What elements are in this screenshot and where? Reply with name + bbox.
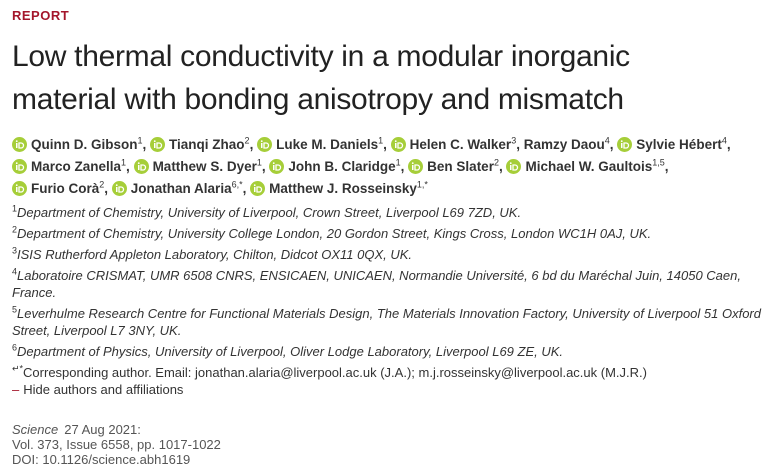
author-affiliation: 2: [493, 157, 499, 168]
journal: Science: [12, 422, 59, 437]
author: Helen C. Walker3: [390, 135, 524, 152]
author-affiliation: 2: [244, 135, 250, 146]
affiliation: 4Laboratoire CRISMAT, UMR 6508 CNRS, ENS…: [12, 267, 763, 301]
author-name[interactable]: Matthew J. Rosseinsky: [269, 181, 417, 196]
affiliation: 5Leverhulme Research Centre for Function…: [12, 305, 763, 339]
author: Matthew J. Rosseinsky1,*: [250, 179, 428, 196]
toggle-affiliations[interactable]: – Hide authors and affiliations: [12, 381, 763, 398]
author-name[interactable]: Tianqi Zhao: [169, 137, 245, 152]
author-name[interactable]: Michael W. Gaultois: [525, 159, 653, 174]
author: Sylvie Hébert4: [617, 135, 731, 152]
affiliation: 1Department of Chemistry, University of …: [12, 204, 763, 221]
toggle-symbol: –: [12, 382, 20, 397]
author: Quinn D. Gibson1: [12, 135, 150, 152]
author: Marco Zanella1: [12, 157, 134, 174]
page-body: REPORT Low thermal conductivity in a mod…: [12, 8, 761, 467]
orcid-icon[interactable]: [150, 137, 166, 152]
affiliation: 3ISIS Rutherford Appleton Laboratory, Ch…: [12, 246, 763, 263]
affiliation-list: 1Department of Chemistry, University of …: [12, 204, 763, 360]
author-affiliation: 1,*: [416, 179, 428, 190]
author-affiliation: 1: [395, 157, 401, 168]
affiliation-number: 6: [12, 342, 18, 353]
citation: Science 27 Aug 2021: Vol. 373, Issue 6558…: [12, 422, 763, 467]
author-affiliation: 6,*: [231, 179, 243, 190]
author: Ben Slater2: [408, 157, 506, 174]
orcid-icon[interactable]: [111, 181, 127, 196]
author-name[interactable]: Luke M. Daniels: [276, 137, 379, 152]
affiliation: 2Department of Chemistry, University Col…: [12, 225, 763, 242]
orcid-icon[interactable]: [12, 137, 27, 152]
author: Ramzy Daou4: [523, 135, 618, 152]
affiliation-number: 2: [12, 224, 18, 235]
author-name[interactable]: Sylvie Hébert: [636, 137, 722, 152]
doi[interactable]: DOI: 10.1126/science.abh1619: [12, 452, 191, 467]
author: Furio Corà2: [12, 179, 112, 196]
orcid-icon[interactable]: [408, 159, 424, 174]
author-affiliation: 4: [721, 135, 727, 146]
affiliation-text: Department of Chemistry, University Coll…: [17, 226, 652, 241]
volume: Vol. 373, Issue 6558, pp. 1017-1022: [12, 437, 221, 452]
author-name[interactable]: Matthew S. Dyer: [152, 159, 257, 174]
author-affiliation: 3: [511, 135, 517, 146]
orcid-icon[interactable]: [390, 137, 406, 152]
author-name[interactable]: Jonathan Alaria: [130, 181, 232, 196]
affiliation-text: Department of Physics, University of Liv…: [17, 344, 564, 359]
affiliation-text: Laboratoire CRISMAT, UMR 6508 CNRS, ENSI…: [12, 268, 741, 300]
affiliation-number: 4: [12, 266, 18, 277]
author-name[interactable]: John B. Claridge: [288, 159, 396, 174]
author-affiliation: 1: [378, 135, 384, 146]
affiliation-number: 3: [12, 245, 18, 256]
affiliation-number: 1: [12, 203, 18, 214]
toggle-text: Hide authors and affiliations: [23, 382, 184, 397]
title: Low thermal conductivity in a modular in…: [12, 35, 763, 121]
title-line: material with bonding anisotropy and mis…: [12, 83, 624, 116]
title-line: Low thermal conductivity in a modular in…: [12, 40, 630, 73]
author-affiliation: 1,5: [652, 157, 665, 168]
author: Luke M. Daniels1: [257, 135, 391, 152]
affiliation-number: 5: [12, 304, 18, 315]
author-affiliation: 4: [604, 135, 610, 146]
orcid-icon[interactable]: [12, 159, 27, 174]
orcid-icon[interactable]: [257, 137, 273, 152]
author-affiliation: 2: [99, 179, 105, 190]
author: Michael W. Gaultois1,5: [506, 157, 669, 174]
orcid-icon[interactable]: [506, 159, 522, 174]
orcid-icon[interactable]: [617, 137, 633, 152]
affiliation-text: ISIS Rutherford Appleton Laboratory, Chi…: [17, 247, 413, 262]
author-name[interactable]: Furio Corà: [31, 181, 100, 196]
author: John B. Claridge1: [269, 157, 408, 174]
affiliation-text: Department of Chemistry, University of L…: [17, 205, 522, 220]
corresponding-text: Corresponding author. Email: jonathan.al…: [23, 365, 647, 380]
author-name[interactable]: Ramzy Daou: [523, 137, 605, 152]
affiliation-text: Leverhulme Research Centre for Functiona…: [12, 306, 761, 338]
date: 27 Aug 2021:: [64, 422, 141, 437]
author-name[interactable]: Helen C. Walker: [409, 137, 512, 152]
affiliation: 6Department of Physics, University of Li…: [12, 343, 763, 360]
author: Tianqi Zhao2: [150, 135, 257, 152]
orcid-icon[interactable]: [250, 181, 266, 196]
orcid-icon[interactable]: [269, 159, 285, 174]
author-affiliation: 1: [256, 157, 262, 168]
page: Article header {"header": {"label": "REP…: [12, 8, 761, 467]
author-affiliation: 1: [137, 135, 143, 146]
section-label: REPORT: [12, 8, 70, 23]
author-name[interactable]: Ben Slater: [427, 159, 494, 174]
author-name[interactable]: Quinn D. Gibson: [31, 137, 138, 152]
author: Jonathan Alaria6,*: [111, 179, 250, 196]
orcid-icon[interactable]: [12, 181, 27, 196]
corresponding-note: ↵*Corresponding author. Email: jonathan.…: [12, 364, 763, 381]
author: Matthew S. Dyer1: [133, 157, 269, 174]
author-affiliation: 1: [121, 157, 127, 168]
author-list: Quinn D. Gibson1 Tianqi Zhao2 Luke M. Da…: [12, 134, 763, 200]
author-name[interactable]: Marco Zanella: [31, 159, 122, 174]
corresponding-symbol: ↵*: [12, 363, 24, 374]
orcid-icon[interactable]: [133, 159, 149, 174]
